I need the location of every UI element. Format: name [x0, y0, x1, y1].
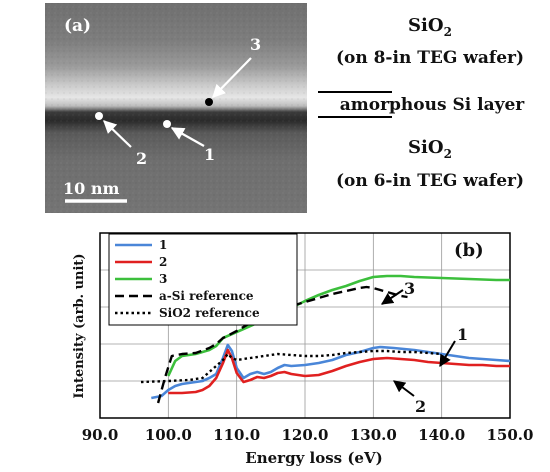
point-1-arrow [170, 127, 205, 147]
legend-label-3: 3 [159, 272, 167, 286]
x-tick-label: 120.0 [282, 426, 329, 444]
x-tick-labels: 90.0 100.0 110.0 120.0 130.0 140.0 150.0 [82, 426, 534, 444]
point-2-label: 2 [136, 149, 147, 168]
series-line-3 [167, 274, 510, 377]
legend-items: 1 2 3 a-Si reference SiO2 reference [115, 238, 260, 320]
x-tick-label: 100.0 [145, 426, 192, 444]
series-line-2 [168, 348, 510, 395]
legend: 1 2 3 a-Si reference SiO2 reference [108, 233, 298, 326]
legend-label-5: SiO2 reference [159, 306, 260, 320]
scale-bar-label: 10 nm [63, 179, 119, 198]
annotation-2: 2 [415, 397, 426, 416]
layer-labels: SiO2 (on 8-in TEG wafer) amorphous Si la… [318, 15, 525, 191]
middle-layer-label: amorphous Si layer [340, 95, 526, 115]
legend-label-1: 1 [159, 238, 167, 252]
point-3-arrow [212, 57, 252, 98]
series-line-4 [156, 285, 408, 404]
point-1-marker [163, 120, 171, 128]
point-1-label: 1 [204, 145, 215, 164]
panel-b: 90.0 100.0 110.0 120.0 130.0 140.0 150.0 (b) 1… [72, 232, 534, 467]
x-axis-label: Energy loss (eV) [245, 449, 382, 467]
bottom-layer-wafer: (on 6-in TEG wafer) [336, 171, 524, 191]
point-2-marker [95, 112, 103, 120]
top-layer-formula: SiO2 [408, 15, 452, 39]
point-2-arrow [103, 120, 132, 148]
x-tick-label: 90.0 [82, 426, 119, 444]
annotation-1-arrow [439, 340, 456, 368]
annotation-2-arrow [393, 380, 415, 397]
tem-noise [45, 3, 307, 213]
x-tick-label: 140.0 [418, 426, 465, 444]
legend-label-2: 2 [159, 255, 167, 269]
bottom-layer-formula: SiO2 [408, 137, 452, 161]
x-tick-label: 130.0 [350, 426, 397, 444]
panel-a-label: (a) [64, 16, 91, 36]
series-layer [140, 274, 510, 404]
x-tick-label: 150.0 [487, 426, 534, 444]
plot-area [99, 232, 511, 419]
panel-b-label: (b) [454, 240, 484, 261]
legend-label-4: a-Si reference [159, 289, 254, 303]
annotation-3-arrow [381, 289, 404, 305]
point-3-marker [205, 98, 213, 106]
point-3-label: 3 [250, 35, 261, 54]
panel-a: (a) 3 2 1 10 nm [45, 3, 307, 213]
x-tick-label: 110.0 [213, 426, 260, 444]
top-layer-wafer: (on 8-in TEG wafer) [336, 48, 524, 68]
y-axis-label: Intensity (arb. unit) [72, 253, 87, 398]
series-line-5 [140, 349, 442, 384]
annotation-1: 1 [457, 325, 468, 344]
annotation-3: 3 [404, 279, 415, 298]
